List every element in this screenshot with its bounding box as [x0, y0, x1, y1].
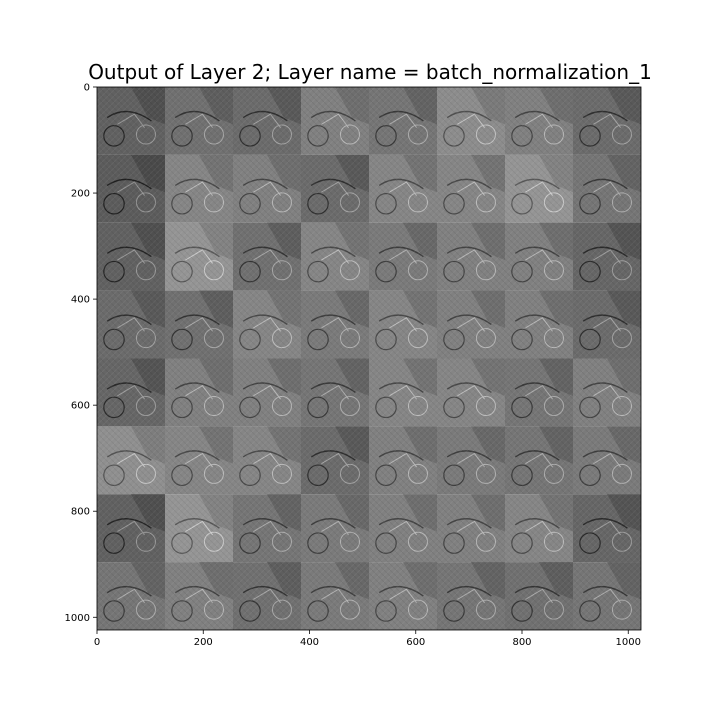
feature-map-tile: [505, 426, 573, 495]
feature-map-tiles: [97, 87, 641, 630]
feature-map-tile: [437, 290, 505, 359]
feature-map-tile: [97, 222, 165, 291]
feature-map-tile: [369, 154, 437, 223]
feature-map-tile: [233, 87, 301, 155]
feature-map-tile: [437, 87, 505, 155]
feature-map-tile: [97, 290, 165, 359]
feature-map-tile: [165, 222, 233, 291]
feature-map-tile: [369, 358, 437, 427]
feature-map-tile: [233, 426, 301, 495]
feature-map-tile: [369, 426, 437, 495]
feature-map-tile: [233, 358, 301, 427]
chart-title: Output of Layer 2; Layer name = batch_no…: [88, 60, 652, 84]
feature-map-tile: [301, 154, 369, 223]
feature-map-tile: [301, 222, 369, 291]
feature-map-tile: [233, 222, 301, 291]
feature-map-tile: [97, 426, 165, 495]
feature-map-tile: [233, 562, 301, 630]
y-tick-label: 800: [71, 507, 90, 518]
feature-map-tile: [301, 290, 369, 359]
feature-map-tile: [165, 494, 233, 563]
feature-map-tile: [573, 222, 641, 291]
feature-map-tile: [301, 562, 369, 630]
y-tick-label: 400: [71, 295, 90, 306]
feature-map-tile: [97, 87, 165, 155]
feature-map-tile: [369, 494, 437, 563]
y-tick-label: 200: [71, 189, 90, 200]
x-tick-label: 200: [194, 637, 213, 648]
feature-map-tile: [573, 562, 641, 630]
feature-map-tile: [301, 494, 369, 563]
feature-map-tile: [505, 87, 573, 155]
feature-map-tile: [573, 290, 641, 359]
feature-map-tile: [505, 222, 573, 291]
feature-map-tile: [505, 358, 573, 427]
feature-map-tile: [369, 562, 437, 630]
feature-map-tile: [437, 222, 505, 291]
feature-map-tile: [97, 494, 165, 563]
x-tick-label: 0: [94, 637, 100, 648]
feature-map-tile: [165, 290, 233, 359]
feature-map-tile: [301, 87, 369, 155]
feature-map-tile: [97, 154, 165, 223]
feature-map-tile: [369, 290, 437, 359]
feature-map-tile: [97, 562, 165, 630]
feature-map-tile: [369, 87, 437, 155]
feature-map-tile: [505, 494, 573, 563]
axes: 0 200 400 600 800 1000 0 200 400 600 800 1000: [65, 83, 642, 648]
feature-map-tile: [437, 494, 505, 563]
feature-map-tile: [573, 358, 641, 427]
x-tick-label: 600: [406, 637, 425, 648]
feature-map-tile: [437, 562, 505, 630]
feature-map-tile: [505, 562, 573, 630]
feature-map-tile: [165, 426, 233, 495]
feature-map-tile: [97, 358, 165, 427]
feature-map-tile: [165, 87, 233, 155]
feature-map-tile: [573, 494, 641, 563]
feature-map-tile: [233, 494, 301, 563]
feature-map-tile: [369, 222, 437, 291]
feature-map-tile: [233, 154, 301, 223]
feature-map-tile: [301, 358, 369, 427]
feature-map-tile: [165, 154, 233, 223]
x-tick-label: 1000: [616, 637, 641, 648]
feature-map-tile: [573, 154, 641, 223]
axes-frame: [96, 86, 642, 631]
feature-map-tile: [573, 87, 641, 155]
y-tick-label: 0: [84, 83, 90, 94]
feature-map-tile: [573, 426, 641, 495]
feature-map-tile: [233, 290, 301, 359]
feature-map-tile: [437, 358, 505, 427]
feature-map-tile: [165, 562, 233, 630]
y-tick-label: 600: [71, 401, 90, 412]
feature-map-tile: [301, 426, 369, 495]
x-tick-label: 800: [512, 637, 531, 648]
feature-map-tile: [165, 358, 233, 427]
feature-map-tile: [437, 154, 505, 223]
feature-map-tile: [505, 290, 573, 359]
x-tick-label: 400: [300, 637, 319, 648]
feature-map-tile: [505, 154, 573, 223]
y-tick-label: 1000: [65, 613, 90, 624]
feature-map-tile: [437, 426, 505, 495]
